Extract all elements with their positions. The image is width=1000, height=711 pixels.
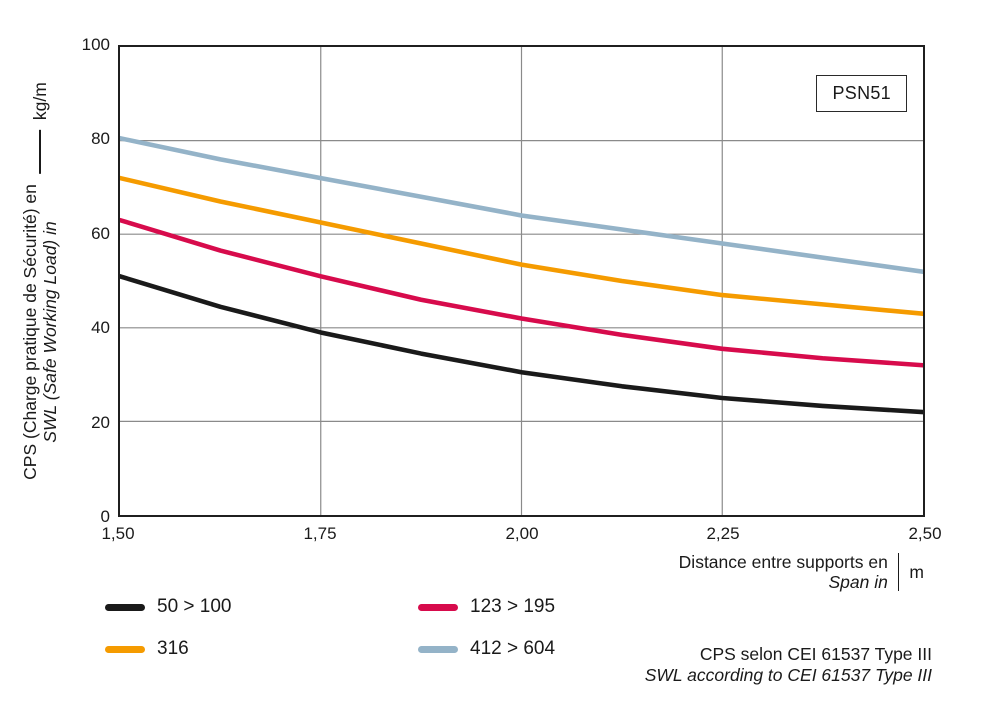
legend-label: 123 > 195 (470, 596, 556, 617)
y-tick-label: 0 (100, 507, 110, 526)
legend-swatch-orange (105, 645, 145, 653)
series-line (120, 135, 923, 274)
legend-swatch-blue (418, 645, 458, 653)
y-axis-title: CPS (Charge pratique de Sécurité) en SWL… (20, 82, 60, 480)
product-badge: PSN51 (816, 75, 907, 112)
legend-item: 50 > 100 (105, 596, 232, 618)
y-axis-title-line2: SWL (Safe Working Load) in (40, 221, 60, 443)
series-line (120, 274, 923, 415)
legend-item: 316 (105, 638, 189, 660)
y-tick-label: 40 (91, 318, 110, 337)
legend-label: 316 (157, 638, 189, 659)
x-axis-title-line2: Span in (828, 572, 888, 592)
legend-swatch-red (418, 603, 458, 611)
y-tick-label: 100 (81, 35, 110, 54)
plot-area: PSN51 (118, 45, 925, 517)
x-tick-label: 2,25 (706, 524, 740, 543)
y-tick-label: 60 (91, 224, 110, 243)
x-axis-title-line1: Distance entre supports en (678, 552, 888, 572)
x-axis-unit: m (909, 561, 924, 582)
series-line (120, 175, 923, 317)
legend-label: 412 > 604 (470, 638, 556, 659)
series-line (120, 217, 923, 368)
x-axis-unit-divider (897, 553, 900, 591)
x-tick-label: 2,00 (505, 524, 539, 543)
y-tick-label: 80 (91, 129, 110, 148)
norm-reference: CPS selon CEI 61537 Type III SWL accordi… (645, 644, 932, 686)
plot-svg (120, 47, 923, 515)
norm-reference-line1: CPS selon CEI 61537 Type III (699, 644, 932, 664)
y-axis-unit: kg/m (29, 82, 50, 121)
legend-item: 123 > 195 (418, 596, 555, 618)
x-tick-label: 2,50 (908, 524, 942, 543)
y-axis-unit-divider (39, 130, 41, 175)
legend-item: 412 > 604 (418, 638, 555, 660)
legend-label: 50 > 100 (157, 596, 232, 617)
x-tick-label: 1,75 (303, 524, 337, 543)
x-tick-label: 1,50 (101, 524, 135, 543)
y-tick-label: 20 (91, 413, 110, 432)
y-axis-title-line1: CPS (Charge pratique de Sécurité) en (20, 184, 40, 480)
x-axis-title: Distance entre supports en Span in m (679, 552, 924, 592)
norm-reference-line2: SWL according to CEI 61537 Type III (644, 665, 932, 685)
legend-swatch-black (105, 603, 145, 611)
